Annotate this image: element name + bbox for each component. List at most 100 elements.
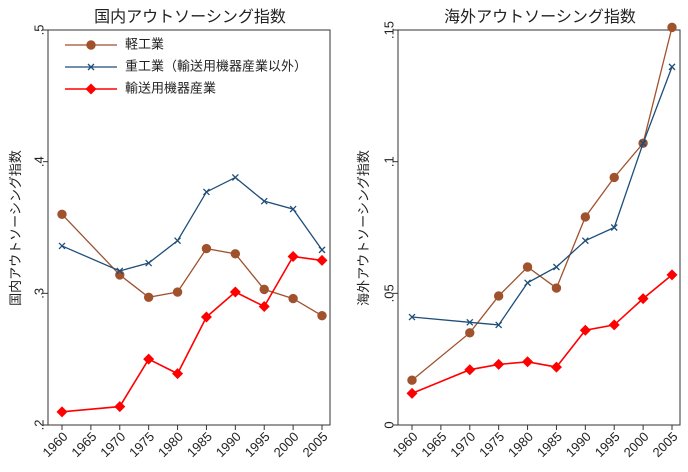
x-tick-label: 1960 [39,429,70,460]
data-point-marker [318,246,326,254]
series-1 [58,174,326,275]
legend-label: 重工業（輸送用機器産業以外） [125,59,307,75]
data-point-marker [115,270,125,280]
data-point-marker [668,63,676,71]
x-tick-label: 1970 [97,429,128,460]
legend-marker [85,83,97,95]
legend-label: 輸送用機器産業 [125,81,216,97]
data-point-marker [229,286,241,298]
x-tick-label: 2005 [299,429,330,460]
y-axis-label: 国内アウトソーシング指数 [8,150,24,306]
data-point-marker [551,283,562,293]
x-tick-label: 2005 [649,429,680,460]
y-tick-label: .2 [31,420,46,431]
data-point-marker [608,319,620,331]
y-axis-label: 海外アウトソーシング指数 [357,150,372,306]
series-2 [406,269,678,399]
data-point-marker [464,364,476,376]
data-point-marker [550,361,562,373]
data-point-marker [580,212,591,222]
y-tick-label: .5 [31,25,46,36]
data-point-marker [522,356,534,368]
data-point-marker [493,291,504,301]
data-point-marker [667,22,677,33]
data-point-marker [230,249,241,259]
series-0 [407,22,677,385]
legend-label: 軽工業 [125,37,164,53]
x-tick-label: 1995 [242,429,273,460]
y-tick-label: .3 [31,288,46,299]
data-point-marker [522,262,533,272]
x-tick-label: 2000 [621,429,652,460]
data-point-marker [116,267,124,275]
y-tick-label: .1 [381,156,396,167]
series-line [411,274,673,395]
data-point-marker [259,284,269,295]
legend-marker [87,63,95,71]
data-point-marker [466,318,474,326]
overseas-outsourcing-panel: 海外アウトソーシング指数海外アウトソーシング指数0.05.1.151960196… [357,7,681,460]
data-point-marker [172,287,183,297]
x-tick-label: 1990 [563,429,594,460]
data-point-marker [581,237,589,245]
chart-title: 国内アウトソーシング指数 [94,7,286,26]
data-point-marker [639,139,647,147]
plot-frame [397,29,681,426]
data-point-marker [145,259,153,267]
data-point-marker [143,353,155,365]
x-tick-label: 2000 [271,429,302,460]
data-point-marker [56,406,68,418]
data-point-marker [666,269,678,281]
series-line [411,66,673,326]
domestic-outsourcing-panel: 国内アウトソーシング指数国内アウトソーシング指数.2.3.4.519601965… [8,7,331,460]
series-2 [56,250,328,418]
x-tick-label: 1975 [476,429,507,460]
x-tick-label: 1975 [126,429,157,460]
chart-title: 海外アウトソーシング指数 [444,7,636,26]
series-line [61,213,323,317]
data-point-marker [552,263,560,271]
data-point-marker [407,375,417,385]
data-point-marker [288,293,298,304]
data-point-marker [200,311,212,323]
data-point-marker [408,313,416,321]
data-point-marker [202,188,210,196]
plot-frame [47,29,331,426]
data-point-marker [258,301,270,312]
data-point-marker [287,250,299,262]
data-point-marker [289,205,297,213]
x-tick-label: 1985 [184,429,215,460]
x-tick-label: 1965 [68,429,99,460]
data-point-marker [57,209,67,220]
x-tick-label: 1980 [155,429,186,460]
data-point-marker [58,242,66,250]
series-line [61,176,323,272]
data-point-marker [610,224,618,231]
series-0 [57,209,327,321]
data-point-marker [579,324,591,336]
legend-marker [86,40,96,50]
x-tick-label: 1985 [534,429,565,460]
series-line [61,255,323,413]
y-tick-label: .4 [31,156,46,167]
data-point-marker [495,321,503,329]
x-tick-label: 1990 [213,429,244,460]
y-tick-label: .15 [381,21,396,39]
x-tick-label: 1965 [418,429,449,460]
series-1 [408,63,676,329]
data-point-marker [493,358,505,370]
data-point-marker [637,293,649,305]
data-point-marker [231,174,239,181]
data-point-marker [143,292,154,302]
data-point-marker [524,279,532,287]
x-tick-label: 1980 [505,429,536,460]
series-line [411,27,673,381]
data-point-marker [260,197,268,205]
data-point-marker [406,387,418,399]
x-tick-label: 1995 [592,429,623,460]
data-point-marker [201,243,212,254]
x-tick-label: 1970 [447,429,478,460]
data-point-marker [172,368,184,380]
